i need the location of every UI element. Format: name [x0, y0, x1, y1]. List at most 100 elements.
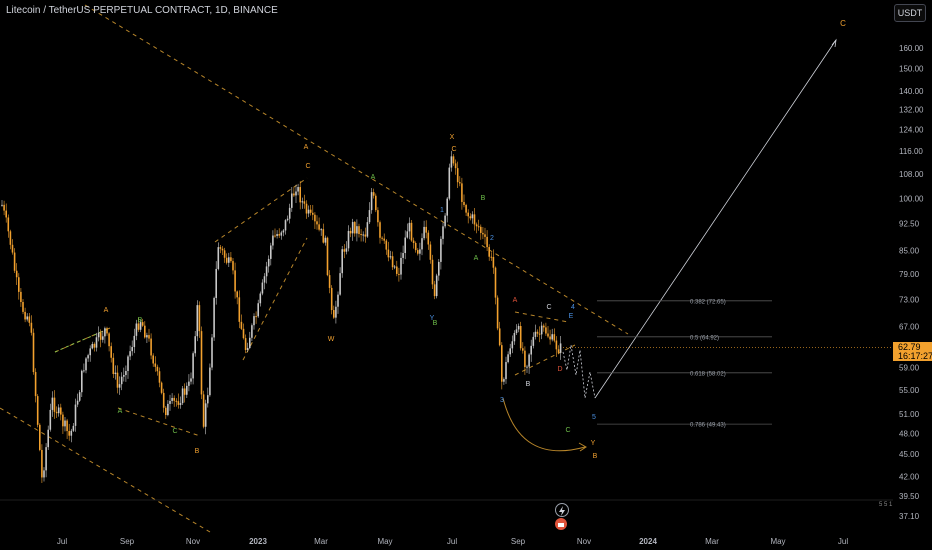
candle-body	[362, 234, 364, 236]
candle-body	[494, 267, 497, 298]
projection-arc-head	[578, 442, 587, 452]
x-tick-label: May	[770, 537, 785, 546]
candle-body	[106, 328, 108, 334]
dashed-trendline	[214, 177, 308, 243]
record-icon[interactable]	[555, 518, 567, 530]
candle-body	[177, 401, 180, 405]
candle-body	[524, 350, 526, 368]
candle-body	[129, 351, 131, 357]
candle-body	[360, 234, 362, 236]
candle-body	[263, 276, 266, 283]
candle-body	[7, 217, 10, 232]
candle-body	[202, 394, 205, 427]
candle-body	[295, 191, 297, 196]
candle-body	[133, 335, 136, 348]
candle-body	[444, 215, 446, 227]
candle-body	[305, 203, 308, 214]
candle-body	[91, 343, 94, 349]
wave-label: 5	[592, 414, 596, 421]
candle-body	[511, 341, 514, 349]
wave-label: A	[118, 408, 123, 415]
candle-body	[55, 411, 58, 414]
candle-body	[175, 400, 178, 402]
candle-body	[116, 372, 119, 388]
candle-body	[555, 340, 558, 350]
candle-body	[364, 234, 367, 237]
candle-body	[467, 212, 469, 217]
candle-body	[358, 226, 360, 235]
fib-level-label: 0.618 (58.02)	[690, 371, 726, 377]
wave-label: X	[450, 134, 455, 141]
candle-body	[267, 258, 270, 267]
wave-label: B	[593, 453, 598, 460]
candle-body	[234, 270, 236, 292]
candle-body	[498, 328, 501, 346]
candle-body	[64, 420, 66, 427]
candle-body	[396, 266, 398, 274]
wave-label: B	[138, 317, 143, 324]
wave-label: 3	[500, 397, 504, 404]
candle-body	[553, 334, 556, 341]
lightning-icon[interactable]	[555, 503, 569, 517]
candle-body	[276, 234, 278, 236]
candle-body	[354, 222, 356, 234]
candle-body	[41, 449, 43, 478]
candle-body	[398, 273, 400, 275]
candle-body	[547, 333, 549, 337]
x-tick-label: Mar	[705, 537, 719, 546]
wave-label: Y	[430, 315, 435, 322]
candle-body	[484, 234, 486, 237]
candle-body	[515, 329, 518, 334]
candle-body	[223, 250, 226, 258]
candle-body	[15, 270, 18, 278]
candle-body	[123, 375, 125, 377]
candle-body	[62, 414, 64, 427]
candle-body	[70, 430, 73, 436]
candle-body	[519, 325, 522, 349]
candle-body	[169, 400, 171, 404]
candle-body	[49, 409, 52, 430]
candle-body	[261, 282, 264, 294]
candle-body	[318, 224, 320, 230]
candle-body	[522, 348, 524, 351]
target-arrow-head	[831, 38, 837, 48]
candle-body	[66, 420, 68, 432]
candle-body	[383, 238, 385, 241]
y-tick-label: 150.00	[899, 65, 924, 74]
candle-body	[249, 337, 251, 348]
candle-body	[463, 201, 465, 205]
candle-body	[53, 397, 56, 412]
candle-body	[450, 156, 453, 168]
candle-body	[473, 214, 476, 225]
candle-body	[284, 220, 287, 231]
axes-layer: 160.00 150.00 140.00 132.00 124.00 116.00 108.…	[0, 44, 924, 546]
candle-body	[156, 366, 159, 372]
candle-body	[228, 257, 230, 263]
candle-body	[299, 187, 301, 203]
wave-label: A	[371, 174, 376, 181]
candle-body	[330, 287, 333, 311]
wave-label: C	[546, 304, 551, 311]
candle-body	[307, 209, 310, 214]
candle-body	[246, 347, 249, 350]
candle-body	[314, 214, 316, 222]
x-tick-label: Sep	[120, 537, 135, 546]
candle-body	[78, 392, 81, 401]
wave-label: Y	[591, 440, 596, 447]
candle-body	[112, 357, 115, 374]
wave-label: E	[569, 313, 574, 320]
candle-body	[410, 222, 413, 241]
candle-body	[545, 327, 547, 334]
candle-body	[326, 237, 329, 276]
candle-body	[429, 244, 432, 260]
candle-body	[454, 163, 457, 169]
currency-button[interactable]: USDT	[894, 4, 926, 22]
candle-body	[211, 337, 213, 368]
candle-body	[482, 232, 484, 235]
projection-arc	[502, 397, 586, 452]
candle-body	[532, 336, 535, 346]
candle-body	[320, 229, 322, 231]
candle-body	[3, 204, 5, 211]
candle-body	[303, 201, 306, 204]
